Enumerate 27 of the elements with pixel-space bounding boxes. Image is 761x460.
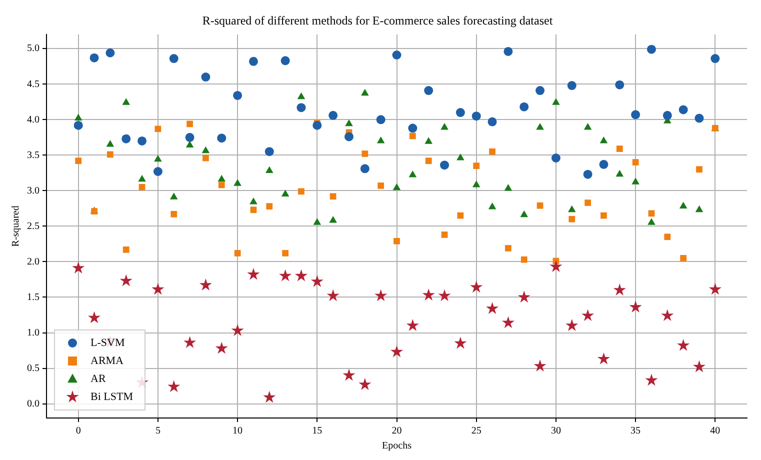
y-tick-label: 0.5 <box>27 362 40 374</box>
chart-title: R-squared of different methods for E-commerce sales forecasting dataset <box>202 13 554 28</box>
x-tick-label: 10 <box>232 426 243 437</box>
x-tick-label: 0 <box>76 426 81 437</box>
x-axis-title: Epochs <box>382 440 412 452</box>
y-tick-label: 3.0 <box>27 185 40 196</box>
y-axis-title: R-squared <box>10 206 22 247</box>
legend-label: L-SVM <box>90 336 125 349</box>
x-tick-label: 40 <box>710 426 720 437</box>
y-tick-label: 4.0 <box>27 114 40 126</box>
y-tick-label: 2.5 <box>27 220 40 232</box>
x-tick-label: 5 <box>155 426 160 437</box>
x-tick-label: 30 <box>550 426 561 437</box>
x-tick-label: 20 <box>392 426 402 437</box>
legend-label: AR <box>90 372 106 385</box>
y-tick-label: 1.0 <box>27 327 40 338</box>
legend-label: Bi LSTM <box>90 390 134 403</box>
x-tick-label: 35 <box>630 426 641 437</box>
legend-label: ARMA <box>90 354 124 367</box>
y-tick-label: 0.0 <box>27 398 40 410</box>
y-tick-label: 1.5 <box>27 292 40 303</box>
y-tick-label: 2.0 <box>27 256 40 268</box>
x-tick-label: 15 <box>312 426 322 437</box>
x-tick-label: 25 <box>471 426 482 437</box>
y-tick-label: 5.0 <box>27 43 40 54</box>
y-tick-label: 4.5 <box>27 78 40 90</box>
y-tick-label: 3.5 <box>27 150 40 161</box>
